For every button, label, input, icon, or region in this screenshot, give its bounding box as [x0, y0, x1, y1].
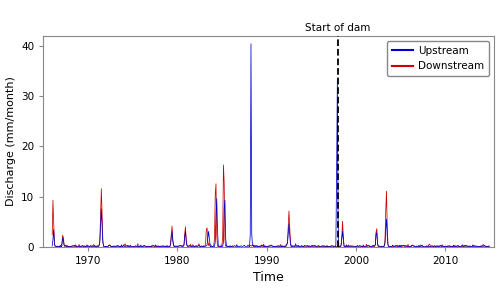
Legend: Upstream, Downstream: Upstream, Downstream	[386, 41, 489, 77]
Y-axis label: Discharge (mm/month): Discharge (mm/month)	[6, 76, 16, 206]
Text: Start of dam: Start of dam	[306, 23, 371, 33]
X-axis label: Time: Time	[254, 271, 284, 284]
